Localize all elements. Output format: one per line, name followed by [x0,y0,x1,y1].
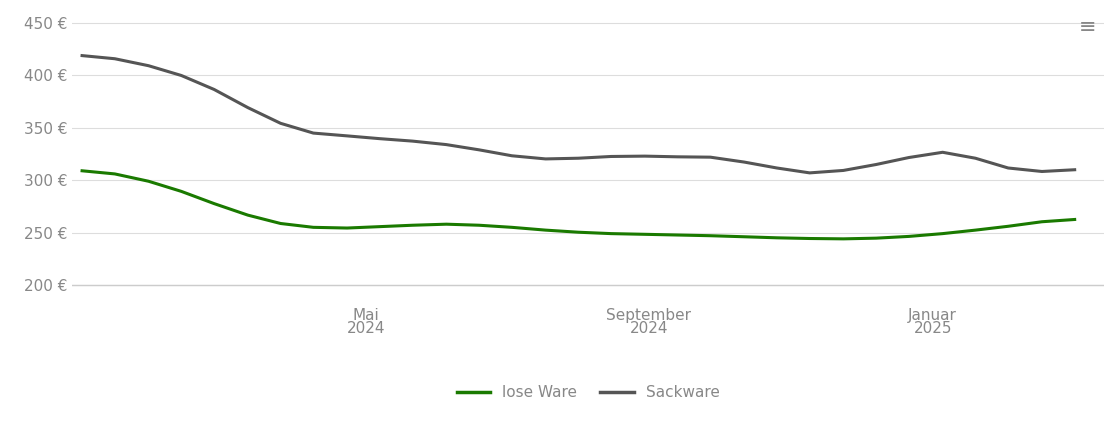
Text: Mai: Mai [353,308,380,323]
Text: ≡: ≡ [1079,17,1097,37]
Text: Januar: Januar [908,308,957,323]
Text: 2024: 2024 [346,321,385,335]
Text: 2025: 2025 [914,321,952,335]
Text: September: September [606,308,692,323]
Text: 2024: 2024 [629,321,668,335]
Legend: lose Ware, Sackware: lose Ware, Sackware [451,379,726,406]
